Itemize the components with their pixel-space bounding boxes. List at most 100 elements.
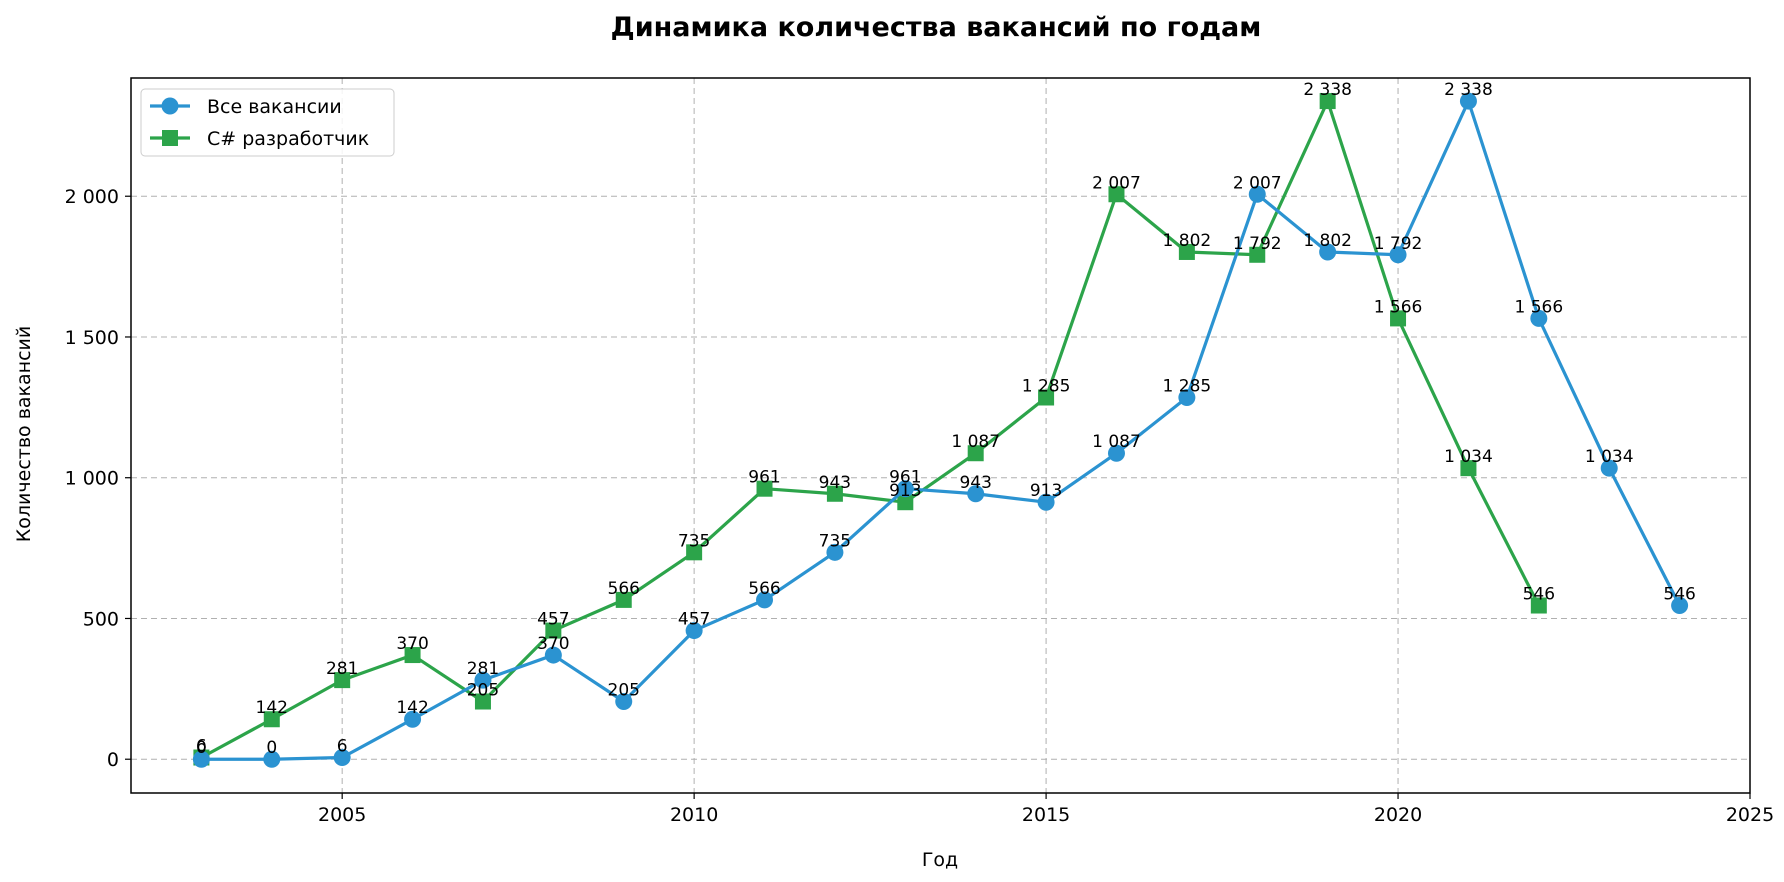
data-point-csharp: [756, 480, 773, 497]
data-point-csharp: [474, 693, 491, 710]
axis-ticks: 2005 2010 2015 2020 2025 0 500 1 000 1 500 2 000: [65, 186, 1775, 826]
data-label: 370: [396, 634, 428, 654]
data-point-all: [1107, 444, 1125, 462]
data-point-csharp: [615, 591, 632, 608]
grid: [131, 78, 1751, 793]
data-point-all: [474, 671, 492, 689]
y-tick-label: 1 000: [65, 468, 119, 490]
legend-marker: [161, 97, 179, 115]
data-point-csharp: [897, 494, 914, 511]
data-label: 1 285: [1022, 376, 1071, 396]
data-point-csharp: [1108, 186, 1125, 203]
data-label: 735: [678, 531, 710, 551]
data-point-csharp: [1038, 389, 1055, 406]
data-point-csharp: [545, 622, 562, 639]
data-point-all: [192, 750, 210, 768]
y-axis-label: Количество вакансий: [13, 326, 35, 542]
series-line-csharp: [200, 99, 1541, 759]
data-point-all: [404, 710, 422, 728]
data-point-all: [967, 485, 985, 503]
data-label: 0: [266, 738, 277, 758]
series-line-all: [201, 99, 1682, 761]
data-label: 1 034: [1585, 447, 1634, 467]
data-label: 1 792: [1374, 234, 1423, 254]
x-axis-label: Год: [922, 849, 958, 871]
data-point-all: [263, 750, 281, 768]
data-point-all: [1459, 92, 1477, 110]
series-layer: [192, 92, 1689, 768]
data-point-csharp: [404, 647, 421, 664]
data-label: 546: [1663, 585, 1695, 605]
data-label: 961: [748, 468, 780, 488]
data-label: 457: [678, 610, 710, 630]
data-point-csharp: [1390, 310, 1407, 327]
data-point-all: [896, 480, 914, 498]
data-point-csharp: [967, 445, 984, 462]
data-label: 1 087: [1092, 432, 1141, 452]
data-point-csharp: [334, 672, 351, 689]
data-label: 566: [748, 579, 780, 599]
data-label: 205: [608, 681, 640, 701]
data-label: 205: [467, 681, 499, 701]
data-label: 1 802: [1303, 231, 1352, 251]
data-point-all: [826, 543, 844, 561]
data-point-csharp: [826, 485, 843, 502]
x-tick-label: 2010: [670, 804, 718, 826]
data-label: 457: [537, 610, 569, 630]
legend-label: C# разработчик: [207, 128, 369, 150]
data-point-csharp: [1249, 246, 1266, 263]
data-point-all: [1671, 597, 1689, 615]
data-label: 142: [256, 698, 288, 718]
data-point-all: [1319, 243, 1337, 261]
data-label: 546: [1523, 585, 1555, 605]
data-label: 943: [819, 473, 851, 493]
data-point-csharp: [686, 544, 703, 561]
chart-title: Динамика количества вакансий по годам: [611, 12, 1262, 43]
x-tick-label: 2020: [1374, 804, 1422, 826]
data-label: 370: [537, 634, 569, 654]
y-tick-label: 0: [107, 749, 119, 771]
data-label: 735: [819, 531, 851, 551]
data-label: 2 007: [1092, 173, 1141, 193]
legend-label: Все вакансии: [207, 96, 342, 118]
data-label: 913: [1030, 481, 1062, 501]
y-tick-label: 500: [83, 608, 119, 630]
data-label: 913: [889, 481, 921, 501]
data-point-all: [1037, 493, 1055, 511]
legend: Все вакансии C# разработчик: [140, 88, 395, 157]
data-label: 281: [326, 659, 358, 679]
data-label: 1 802: [1163, 231, 1212, 251]
data-point-all: [544, 646, 562, 664]
data-label: 281: [467, 659, 499, 679]
data-point-all: [1530, 309, 1548, 327]
data-point-all: [685, 622, 703, 640]
y-tick-label: 1 500: [65, 327, 119, 349]
data-label: 566: [608, 579, 640, 599]
legend-box: [140, 88, 395, 157]
data-label: 1 792: [1233, 234, 1282, 254]
data-label: 2 338: [1444, 80, 1493, 100]
data-labels: 6 142 281 370 205 457 566 735 961 943 913 1 087 1 28…: [196, 80, 1696, 758]
data-point-all: [1600, 459, 1618, 477]
data-label: 1 034: [1444, 447, 1493, 467]
data-label: 0: [196, 738, 207, 758]
y-tick-label: 2 000: [65, 186, 119, 208]
data-point-all: [756, 591, 774, 609]
x-tick-label: 2025: [1726, 804, 1774, 826]
x-tick-label: 2005: [318, 804, 366, 826]
data-label: 1 566: [1514, 297, 1563, 317]
data-label: 2 338: [1303, 80, 1352, 100]
data-label: 1 285: [1163, 376, 1212, 396]
data-point-all: [1178, 388, 1196, 406]
data-point-csharp: [1530, 597, 1547, 614]
data-point-csharp: [263, 711, 280, 728]
data-label: 943: [959, 473, 991, 493]
data-label: 961: [889, 468, 921, 488]
data-point-all: [333, 749, 351, 767]
data-label: 2 007: [1233, 173, 1282, 193]
data-point-all: [1248, 185, 1266, 203]
data-label: 1 087: [951, 432, 1000, 452]
data-point-csharp: [1319, 93, 1336, 110]
